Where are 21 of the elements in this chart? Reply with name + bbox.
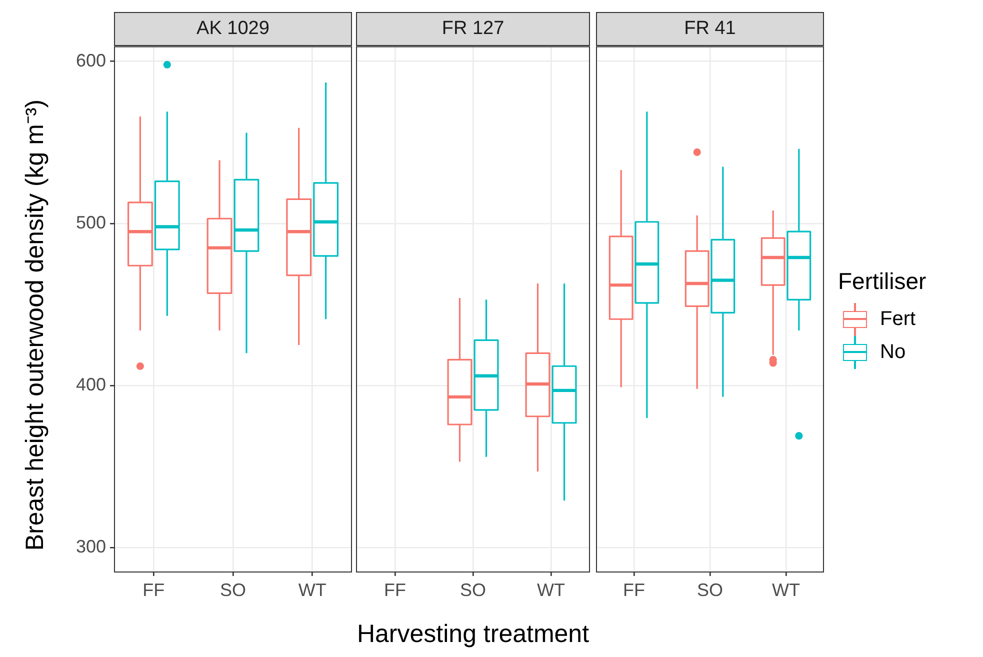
x-tick-label: FF <box>142 580 165 600</box>
y-tick-label: 600 <box>76 50 106 71</box>
x-tick-label: SO <box>220 580 246 600</box>
legend-title: Fertiliser <box>838 268 926 295</box>
x-tick-label: FF <box>623 580 645 600</box>
x-tick-label: WT <box>772 580 800 600</box>
x-tick-label: WT <box>298 580 326 600</box>
x-tick-label: WT <box>537 580 565 600</box>
y-tick-label: 300 <box>76 536 106 557</box>
x-tick-label: FF <box>384 580 406 600</box>
x-tick-label: SO <box>460 580 486 600</box>
chart-title: FR 127 <box>356 12 590 46</box>
legend-label: Fert <box>880 308 916 331</box>
y-axis-title: Breast height outerwood density (kg m⁻³) <box>20 99 50 551</box>
legend-label: No <box>880 341 906 364</box>
y-tick-label: 400 <box>76 374 106 395</box>
x-axis-title: Harvesting treatment <box>356 620 590 649</box>
chart-title: FR 41 <box>596 12 824 46</box>
x-tick-label: SO <box>696 580 724 600</box>
y-tick-label: 500 <box>76 212 106 233</box>
chart-title: AK 1029 <box>114 12 352 46</box>
